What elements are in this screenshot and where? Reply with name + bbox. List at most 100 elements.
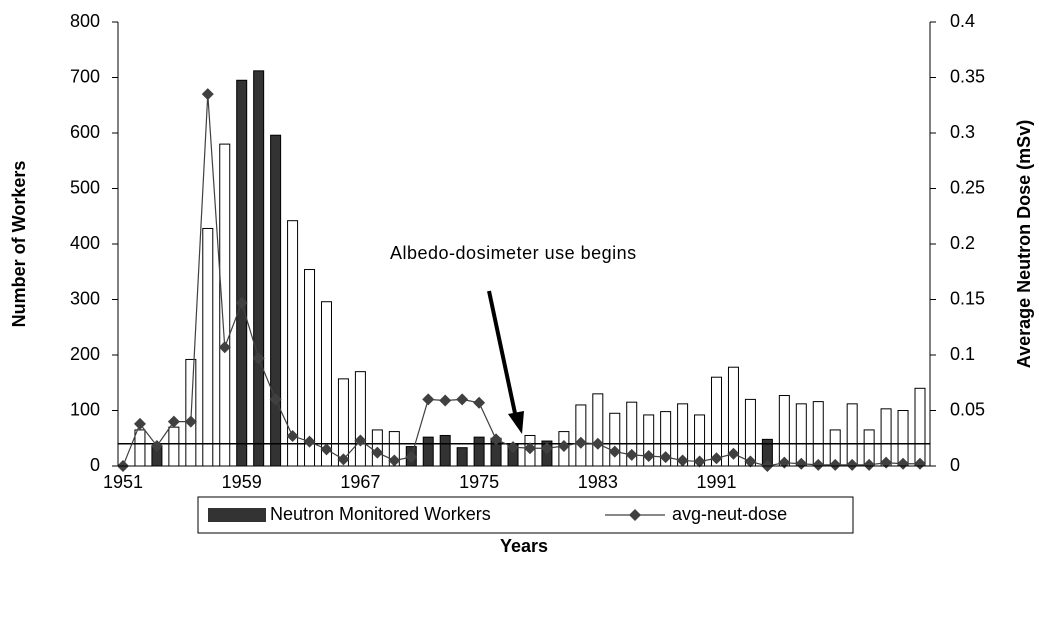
legend-box: [197, 496, 854, 534]
line-marker: [252, 352, 265, 365]
line-marker: [710, 452, 723, 465]
bar: [846, 403, 858, 467]
y2-tick-label: 0.05: [950, 399, 985, 419]
x-tick-label: 1951: [103, 472, 143, 492]
bar: [575, 404, 587, 467]
line-marker: [574, 436, 587, 449]
line-marker: [456, 393, 469, 406]
y-tick-label: 600: [70, 122, 100, 142]
line-marker: [829, 458, 842, 471]
line-marker: [303, 435, 316, 448]
bar: [812, 401, 824, 467]
line-marker: [150, 440, 163, 453]
x-tick-label: 1967: [340, 472, 380, 492]
legend-swatch: [208, 508, 266, 522]
line-marker: [473, 396, 486, 409]
bar: [914, 387, 926, 467]
x-axis-title: Years: [500, 536, 548, 556]
x-tick-label: 1975: [459, 472, 499, 492]
line-marker: [608, 445, 621, 458]
line-marker: [693, 455, 706, 468]
y-tick-label: 0: [90, 455, 100, 475]
line-marker: [557, 440, 570, 453]
legend-label: Neutron Monitored Workers: [270, 504, 491, 524]
bar: [778, 395, 790, 467]
line-marker: [812, 458, 825, 471]
line-marker: [354, 434, 367, 447]
y-tick-label: 100: [70, 399, 100, 419]
annotation-arrow: [487, 290, 518, 419]
y2-tick-label: 0.1: [950, 344, 975, 364]
bar: [473, 436, 485, 467]
line-marker: [727, 447, 740, 460]
bar: [236, 79, 248, 467]
annotation: Albedo-dosimeter use begins: [390, 243, 637, 263]
line-marker: [235, 296, 248, 309]
bar: [354, 371, 366, 467]
legend-marker: [629, 509, 641, 521]
bar: [609, 412, 621, 467]
line-marker: [914, 457, 926, 470]
line-marker: [795, 457, 808, 470]
line-marker: [201, 88, 214, 101]
line-marker: [371, 446, 384, 459]
line-marker: [320, 443, 333, 456]
bar: [592, 393, 604, 467]
y-tick-label: 400: [70, 233, 100, 253]
bar: [134, 429, 146, 467]
bar: [337, 378, 349, 467]
line-marker: [422, 393, 435, 406]
line-marker: [863, 458, 876, 471]
bar: [202, 227, 214, 467]
line-marker: [540, 442, 553, 455]
line-marker: [490, 433, 503, 446]
x-tick-label: 1959: [222, 472, 262, 492]
line-marker: [846, 458, 859, 471]
annotation-arrowhead: [508, 411, 524, 434]
y-tick-label: 500: [70, 177, 100, 197]
y2-tick-label: 0.3: [950, 122, 975, 142]
bar: [168, 426, 180, 467]
y2-tick-label: 0.4: [950, 11, 975, 31]
y2-axis-title: Average Neutron Dose (mSv): [1014, 120, 1034, 368]
bar: [320, 301, 332, 467]
line-marker: [439, 394, 452, 407]
bar: [253, 70, 265, 467]
line-marker: [744, 455, 757, 468]
line-marker: [523, 442, 536, 455]
line-marker: [676, 454, 689, 467]
bar: [219, 143, 231, 467]
y2-tick-label: 0.15: [950, 288, 985, 308]
x-tick-label: 1983: [578, 472, 618, 492]
line-marker: [507, 441, 520, 454]
y-tick-label: 700: [70, 66, 100, 86]
bar: [795, 403, 807, 467]
bar: [439, 434, 451, 467]
line-marker: [642, 450, 655, 463]
bar: [456, 447, 468, 467]
line-marker: [659, 451, 672, 464]
line-marker: [388, 454, 401, 467]
bar: [422, 436, 434, 467]
bar: [270, 134, 282, 467]
y-tick-label: 800: [70, 11, 100, 31]
x-tick-label: 1991: [696, 472, 736, 492]
y2-tick-label: 0.2: [950, 233, 975, 253]
line-marker: [269, 393, 282, 406]
line-marker: [337, 453, 350, 466]
line-marker: [184, 415, 197, 428]
line-marker: [591, 437, 604, 450]
y-tick-label: 200: [70, 344, 100, 364]
bar: [897, 410, 909, 467]
y2-tick-label: 0.35: [950, 66, 985, 86]
y-tick-label: 300: [70, 288, 100, 308]
line-marker: [897, 457, 910, 470]
y2-tick-label: 0.25: [950, 177, 985, 197]
line-marker: [133, 417, 146, 430]
line-marker: [167, 415, 180, 428]
legend-label: avg-neut-dose: [672, 504, 787, 524]
line-marker: [218, 341, 231, 354]
line-marker: [405, 451, 418, 464]
y-axis-title: Number of Workers: [9, 161, 29, 328]
